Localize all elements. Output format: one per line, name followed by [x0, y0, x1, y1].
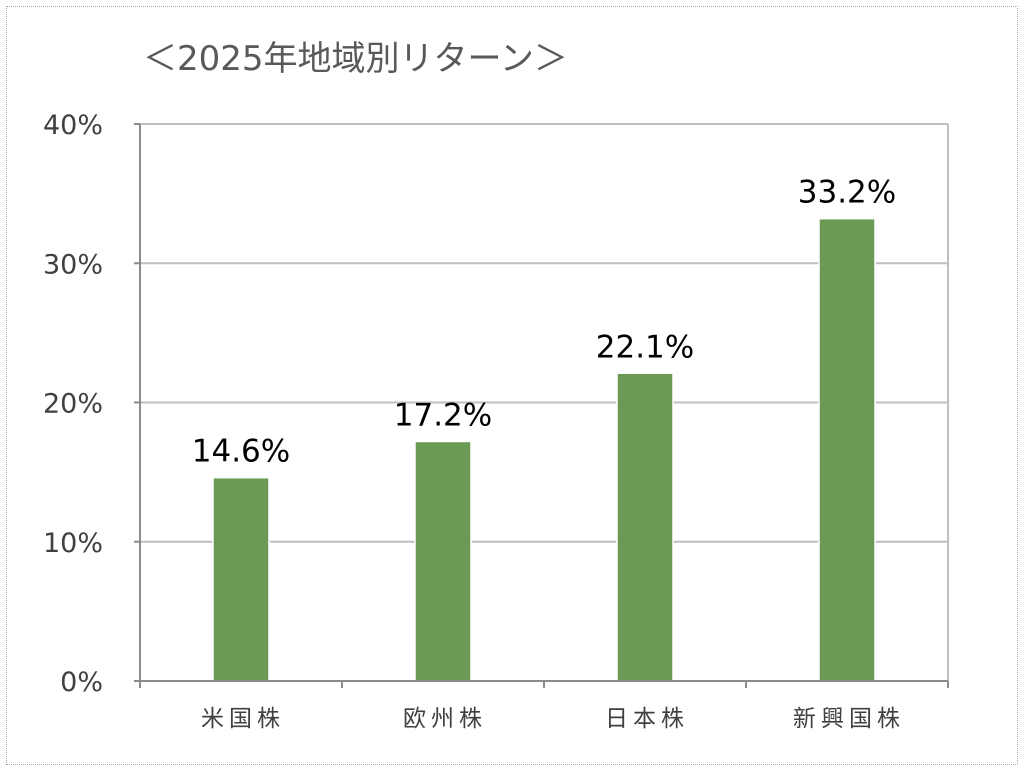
data-label: 22.1% [596, 329, 694, 365]
bar [616, 372, 674, 682]
y-tick-label: 10% [43, 528, 103, 559]
data-label: 17.2% [394, 397, 492, 433]
y-tick-label: 30% [43, 249, 103, 280]
x-tick-label: 新興国株 [793, 706, 905, 732]
plot-area: 0% 10% 20% 30% 40% 14.6% 米国株 17.2% 欧州株 22.1% 日本株 33… [43, 110, 949, 732]
y-tick-label: 40% [43, 110, 103, 141]
data-label: 14.6% [192, 434, 290, 470]
y-tick-label: 0% [60, 667, 103, 698]
chart-title: ＜2025年地域別リターン＞ [143, 39, 568, 79]
x-tick-label: 米国株 [201, 706, 285, 732]
bar [818, 217, 876, 682]
x-tick-label: 日本株 [605, 706, 689, 732]
y-tick-label: 20% [43, 389, 103, 420]
bar [414, 440, 472, 682]
data-label: 33.2% [798, 175, 896, 211]
bar [212, 476, 270, 682]
x-tick-label: 欧州株 [403, 706, 487, 732]
